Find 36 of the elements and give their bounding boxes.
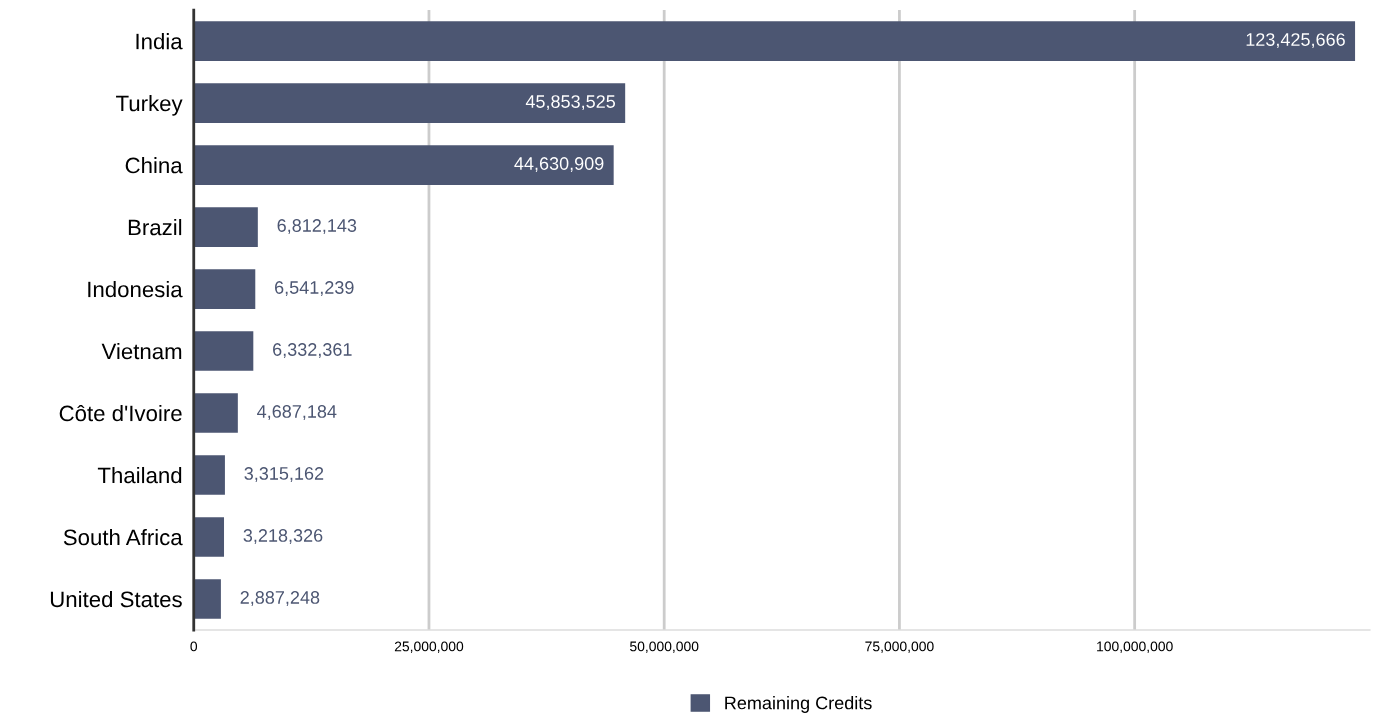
bar <box>193 83 626 123</box>
data-label: 3,315,162 <box>244 467 324 482</box>
data-label: 6,332,361 <box>273 343 352 359</box>
y-tick-label: Brazil <box>128 219 182 236</box>
bar <box>193 21 1356 61</box>
data-label: 6,541,239 <box>275 281 354 297</box>
y-tick-label: China <box>125 157 183 174</box>
y-tick-label: India <box>136 33 183 50</box>
y-tick-label: Turkey <box>116 95 183 116</box>
x-tick-label: 0 <box>190 641 198 652</box>
bar <box>193 517 225 557</box>
x-tick-label: 25,000,000 <box>394 641 464 653</box>
data-label: 44,630,909 <box>514 157 604 173</box>
bar <box>193 393 238 433</box>
x-tick-label: 100,000,000 <box>1097 641 1173 653</box>
y-tick-label: Indonesia <box>88 280 183 298</box>
y-tick-label: Côte d'Ivoire <box>59 404 182 422</box>
bar <box>193 331 254 371</box>
y-tick-label: Vietnam <box>101 342 182 360</box>
y-tick-label: South Africa <box>63 528 183 546</box>
legend-label: Remaining Credits <box>725 696 872 713</box>
y-tick-label: United States <box>50 590 182 608</box>
data-label: 4,687,184 <box>257 405 337 421</box>
x-tick-label: 75,000,000 <box>865 641 934 653</box>
data-label: 2,887,248 <box>240 591 320 606</box>
bar <box>193 207 258 247</box>
x-tick-label: 50,000,000 <box>629 641 699 653</box>
y-tick-label: Thailand <box>97 466 182 484</box>
data-label: 123,425,666 <box>1246 33 1345 49</box>
bar <box>193 455 225 495</box>
data-label: 45,853,525 <box>525 95 616 111</box>
data-label: 6,812,143 <box>277 219 357 235</box>
bar <box>193 145 614 185</box>
data-label: 3,218,326 <box>243 529 323 544</box>
bar <box>193 579 221 619</box>
bar <box>193 269 256 309</box>
